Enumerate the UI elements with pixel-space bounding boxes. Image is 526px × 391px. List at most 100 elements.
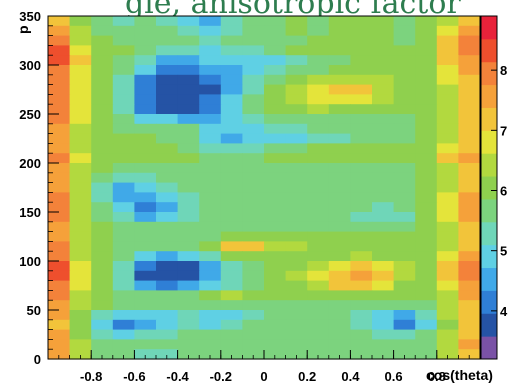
heatmap-cell <box>436 123 459 135</box>
heatmap-cell <box>242 45 265 56</box>
heatmap-cell <box>372 143 395 154</box>
colorbar-band <box>481 198 497 223</box>
colorbar-tick-label: 7 <box>500 123 507 138</box>
colorbar-tick-label: 8 <box>500 63 507 78</box>
y-axis-title: p <box>15 25 31 34</box>
heatmap-cell <box>350 35 373 46</box>
heatmap-cell <box>134 270 157 282</box>
heatmap-cell <box>285 133 308 144</box>
heatmap-cell <box>242 74 265 86</box>
heatmap-cell <box>393 212 416 223</box>
heatmap-cell <box>48 192 71 203</box>
heatmap-cell <box>328 231 351 242</box>
heatmap-cell <box>393 94 416 105</box>
heatmap-cell <box>458 212 481 223</box>
heatmap-cell <box>91 349 114 360</box>
heatmap-cell <box>134 45 157 56</box>
heatmap-cell <box>415 143 438 154</box>
heatmap-cell <box>177 319 200 331</box>
heatmap-cell <box>156 290 179 301</box>
heatmap-cell <box>199 202 222 213</box>
heatmap-cell <box>91 143 114 154</box>
heatmap-cell <box>328 163 351 174</box>
heatmap-cell <box>307 192 330 203</box>
heatmap-cell <box>307 280 330 291</box>
heatmap-cell <box>436 241 459 252</box>
y-tick-label: 200 <box>19 156 41 171</box>
heatmap-cell <box>458 270 481 282</box>
heatmap-cell <box>372 74 395 86</box>
heatmap-cell <box>199 329 222 340</box>
heatmap-cell <box>350 25 373 37</box>
heatmap-cell <box>264 202 287 213</box>
heatmap-cell <box>91 241 114 252</box>
heatmap-cell <box>458 202 481 213</box>
heatmap-cell <box>264 153 287 164</box>
heatmap-cell <box>350 182 373 193</box>
heatmap-cell <box>69 104 92 115</box>
colorbar: 4 5 6 7 8 <box>480 15 508 360</box>
heatmap-cell <box>91 114 114 125</box>
heatmap-cell <box>156 270 179 282</box>
heatmap-cell <box>372 192 395 203</box>
heatmap-cell <box>372 212 395 223</box>
heatmap-cell <box>69 133 92 144</box>
heatmap-cell <box>220 221 243 233</box>
heatmap-cell <box>220 153 243 164</box>
heatmap-cell <box>112 84 135 95</box>
heatmap-cell <box>48 300 71 311</box>
heatmap-cell <box>307 241 330 252</box>
heatmap-cell <box>156 25 179 37</box>
heatmap-cell <box>264 74 287 86</box>
heatmap-cell <box>199 192 222 203</box>
heatmap-cell <box>156 133 179 144</box>
heatmap-cell <box>307 74 330 86</box>
heatmap-cell <box>285 153 308 164</box>
heatmap-cell <box>415 114 438 125</box>
heatmap-cell <box>199 300 222 311</box>
heatmap-cell <box>220 16 243 27</box>
heatmap-cell <box>307 94 330 105</box>
heatmap-cell <box>307 153 330 164</box>
heatmap-cell <box>307 231 330 242</box>
heatmap-cell <box>393 114 416 125</box>
heatmap-cell <box>242 182 265 193</box>
heatmap-cell <box>69 25 92 37</box>
heatmap-cell <box>350 55 373 66</box>
heatmap-cell <box>199 163 222 174</box>
heatmap-cell <box>350 172 373 184</box>
heatmap-cell <box>415 310 438 321</box>
heatmap-cell <box>372 310 395 321</box>
heatmap-cell <box>220 143 243 154</box>
heatmap-cell <box>264 35 287 46</box>
heatmap-cell <box>69 172 92 184</box>
heatmap-cell <box>156 212 179 223</box>
heatmap-cell <box>458 319 481 331</box>
x-tick-label: -0.4 <box>166 369 189 384</box>
heatmap-cell <box>415 212 438 223</box>
heatmap-cell <box>156 349 179 360</box>
heatmap-cell <box>458 172 481 184</box>
heatmap-cell <box>415 339 438 350</box>
heatmap-cell <box>199 172 222 184</box>
heatmap-cell <box>199 104 222 115</box>
heatmap-cell <box>307 221 330 233</box>
heatmap-cell <box>199 35 222 46</box>
heatmap-cell <box>372 16 395 27</box>
heatmap-cell <box>328 300 351 311</box>
heatmap-cell <box>393 172 416 184</box>
heatmap-cell <box>372 349 395 360</box>
heatmap-cell <box>328 143 351 154</box>
heatmap-cell <box>48 94 71 105</box>
heatmap-cell <box>372 35 395 46</box>
colorbar-band <box>481 313 497 337</box>
heatmap-cell <box>350 261 373 272</box>
heatmap-cell <box>48 104 71 115</box>
heatmap-cell <box>350 192 373 203</box>
heatmap-cell <box>415 280 438 291</box>
heatmap-cell <box>264 65 287 76</box>
heatmap-cell <box>458 45 481 56</box>
heatmap-cell <box>242 133 265 144</box>
heatmap-cell <box>458 221 481 233</box>
